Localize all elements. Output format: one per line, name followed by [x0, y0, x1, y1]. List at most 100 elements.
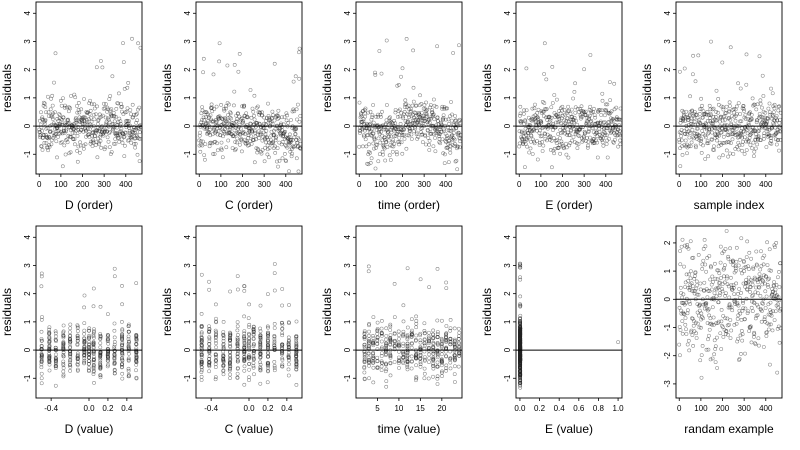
data-point: [384, 384, 389, 389]
data-point: [753, 137, 758, 142]
data-point: [47, 143, 52, 147]
data-point: [569, 129, 573, 133]
data-point: [408, 127, 412, 132]
data-point: [422, 366, 427, 371]
data-point: [518, 277, 523, 282]
data-point: [518, 113, 522, 118]
data-point: [540, 149, 545, 153]
y-tick-label: 3: [663, 39, 672, 44]
data-point: [280, 287, 285, 291]
data-point: [397, 142, 401, 147]
data-point: [754, 120, 759, 125]
data-point: [523, 119, 528, 124]
data-point: [772, 106, 777, 111]
data-point: [763, 110, 768, 115]
data-point: [376, 159, 381, 164]
data-point: [112, 321, 117, 326]
data-point: [247, 143, 252, 147]
data-point: [56, 135, 60, 139]
data-point: [98, 334, 103, 338]
y-tick-label: 2: [183, 291, 192, 296]
data-point: [697, 134, 702, 138]
data-point: [120, 327, 125, 332]
data-point: [583, 112, 588, 117]
data-point: [756, 280, 760, 285]
data-point: [238, 142, 242, 147]
data-point: [123, 143, 127, 148]
data-point: [86, 132, 91, 137]
data-point: [260, 113, 265, 118]
data-point: [758, 138, 763, 142]
data-point: [92, 106, 97, 111]
data-point: [448, 129, 453, 133]
data-point: [83, 142, 88, 147]
data-point: [530, 106, 535, 111]
data-point: [686, 308, 690, 313]
data-point: [39, 144, 44, 149]
data-point: [275, 117, 280, 121]
data-point: [713, 276, 718, 281]
data-point: [98, 365, 103, 370]
data-point: [230, 146, 235, 150]
data-point: [224, 106, 228, 111]
data-point: [607, 120, 612, 125]
data-point: [746, 309, 751, 314]
data-point: [728, 246, 732, 251]
x-tick-label: 400: [599, 180, 613, 189]
data-point: [767, 101, 772, 106]
y-tick-label: -1: [663, 150, 672, 158]
data-point: [91, 304, 96, 309]
data-point: [748, 132, 753, 137]
data-point: [719, 130, 723, 135]
data-point: [285, 113, 289, 118]
data-point: [53, 331, 58, 336]
data-point: [435, 318, 440, 323]
data-point: [78, 150, 82, 155]
data-point: [68, 106, 73, 111]
data-point: [51, 117, 55, 121]
data-point: [87, 326, 92, 331]
data-point: [288, 132, 292, 137]
data-point: [696, 253, 701, 257]
data-point: [403, 105, 407, 110]
data-point: [61, 369, 66, 374]
data-point: [722, 274, 726, 279]
data-point: [83, 115, 87, 120]
data-point: [588, 135, 592, 140]
data-point: [550, 165, 554, 170]
data-point: [425, 114, 429, 119]
data-point: [750, 309, 755, 313]
data-point: [720, 141, 725, 145]
data-point: [54, 360, 58, 365]
data-point: [201, 70, 205, 75]
data-point: [127, 351, 131, 356]
y-axis-label: residuals: [160, 64, 174, 112]
data-point: [718, 244, 723, 249]
data-point: [400, 151, 405, 156]
data-point: [691, 323, 696, 328]
x-tick-label: 0: [197, 180, 202, 189]
data-point: [211, 72, 216, 77]
data-point: [613, 137, 617, 142]
data-point: [572, 140, 577, 144]
data-point: [400, 132, 404, 137]
data-point: [102, 101, 106, 106]
data-point: [212, 152, 217, 156]
data-point: [239, 138, 244, 143]
y-tick-label: 4: [663, 11, 672, 16]
data-point: [202, 153, 207, 157]
data-point: [199, 378, 204, 382]
data-point: [518, 294, 523, 299]
data-point: [251, 138, 256, 143]
data-point: [214, 302, 218, 307]
data-point: [39, 271, 44, 276]
data-point: [106, 139, 111, 144]
data-point: [441, 127, 446, 131]
data-point: [699, 137, 704, 141]
data-point: [732, 110, 736, 115]
data-point: [256, 148, 261, 152]
data-point: [431, 374, 435, 379]
data-point: [524, 108, 529, 113]
data-point: [743, 351, 747, 356]
data-point: [258, 303, 263, 308]
